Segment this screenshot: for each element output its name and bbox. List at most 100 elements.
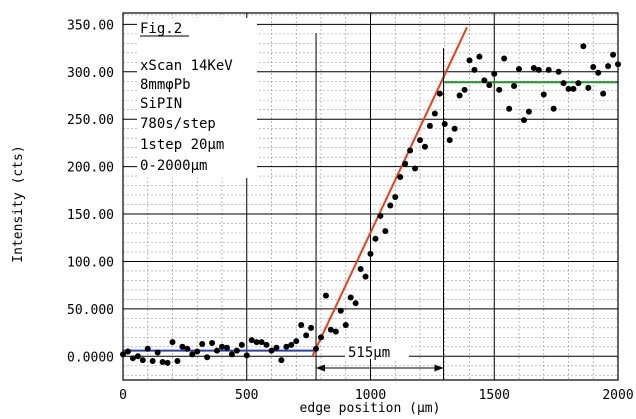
- data-point: [367, 250, 374, 257]
- data-point: [600, 90, 607, 97]
- data-point: [431, 110, 438, 117]
- data-point: [476, 53, 483, 60]
- data-point: [610, 51, 617, 58]
- annotation-range: 0-2000μm: [140, 158, 207, 174]
- data-point: [545, 66, 552, 73]
- data-point: [303, 332, 310, 339]
- data-point: [214, 347, 221, 354]
- data-point: [223, 344, 230, 351]
- data-point: [382, 228, 389, 235]
- data-point: [506, 105, 513, 112]
- data-point: [585, 84, 592, 91]
- data-point: [357, 266, 364, 273]
- data-point: [199, 340, 206, 347]
- data-point: [441, 120, 448, 127]
- data-point: [204, 354, 211, 361]
- data-point: [327, 326, 334, 333]
- x-tick-label: 0: [119, 388, 127, 403]
- data-point: [570, 85, 577, 92]
- data-point: [184, 345, 191, 352]
- dimension-label: 515μm: [348, 345, 390, 361]
- data-point: [144, 345, 151, 352]
- data-point: [426, 122, 433, 129]
- data-point: [293, 338, 300, 345]
- y-tick-label: 200.00: [67, 161, 114, 176]
- data-point: [189, 351, 196, 358]
- data-point: [149, 358, 156, 365]
- data-point: [278, 357, 285, 364]
- annotation-step: 1step 20μm: [140, 137, 224, 153]
- dimension-arrowhead-left: [316, 364, 326, 372]
- data-point: [159, 358, 166, 365]
- data-point: [273, 344, 280, 351]
- annotation-time: 780s/step: [140, 116, 216, 132]
- grid: [123, 13, 618, 380]
- y-tick-label: 50.000: [67, 303, 114, 318]
- data-point: [407, 147, 414, 154]
- data-point: [372, 235, 379, 242]
- data-point: [540, 91, 547, 98]
- x-tick-label: 1000: [355, 388, 386, 403]
- plot-frame: [122, 12, 619, 381]
- data-point: [575, 80, 582, 87]
- data-point: [219, 343, 225, 350]
- data-point: [550, 105, 557, 112]
- data-point: [397, 174, 404, 181]
- data-point: [580, 43, 587, 50]
- data-point: [605, 63, 612, 70]
- data-point: [243, 352, 250, 359]
- data-point: [446, 137, 453, 144]
- data-point: [174, 358, 181, 365]
- dimension-arrowhead-right: [434, 364, 444, 372]
- data-point: [337, 307, 344, 314]
- data-point: [268, 347, 275, 354]
- data-point: [501, 55, 508, 62]
- data-point: [313, 345, 320, 352]
- data-point: [238, 341, 245, 348]
- data-point: [417, 137, 423, 144]
- data-point: [590, 64, 597, 71]
- data-point: [362, 273, 369, 280]
- y-tick-label: 0.0000: [67, 350, 114, 365]
- data-point: [288, 341, 295, 348]
- data-point: [332, 328, 339, 335]
- data-point: [318, 334, 324, 341]
- data-point: [308, 324, 315, 331]
- data-point: [253, 339, 260, 346]
- y-tick-label: 350.00: [67, 18, 114, 33]
- data-point: [154, 349, 161, 356]
- data-point: [352, 300, 359, 307]
- data-point: [347, 294, 354, 301]
- figure-label: Fig.2: [140, 21, 182, 37]
- data-point: [134, 353, 141, 360]
- data-point: [387, 202, 394, 209]
- data-point: [342, 321, 349, 328]
- x-tick-label: 1500: [479, 388, 510, 403]
- data-point: [511, 83, 518, 90]
- data-point: [377, 212, 384, 219]
- data-point: [530, 65, 537, 72]
- y-axis-title: Intensity (cts): [11, 145, 26, 262]
- data-point: [461, 86, 468, 93]
- data-point: [421, 143, 428, 150]
- annotation-detector: SiPIN: [140, 96, 182, 112]
- data-point: [560, 80, 567, 87]
- dimension-label-bg: [345, 342, 409, 359]
- x-tick-label: 2000: [602, 388, 633, 403]
- data-point: [129, 355, 136, 362]
- data-point: [456, 92, 463, 99]
- annotation-box: [137, 18, 257, 178]
- data-point: [228, 351, 235, 358]
- data-point: [169, 339, 176, 346]
- data-points: [120, 43, 621, 366]
- data-point: [565, 85, 572, 92]
- y-tick-label: 150.00: [67, 208, 114, 223]
- fit-line-rise: [311, 26, 468, 357]
- data-point: [535, 66, 542, 73]
- data-point: [248, 337, 255, 344]
- data-point: [471, 66, 478, 73]
- data-point: [466, 57, 473, 64]
- data-point: [516, 65, 522, 72]
